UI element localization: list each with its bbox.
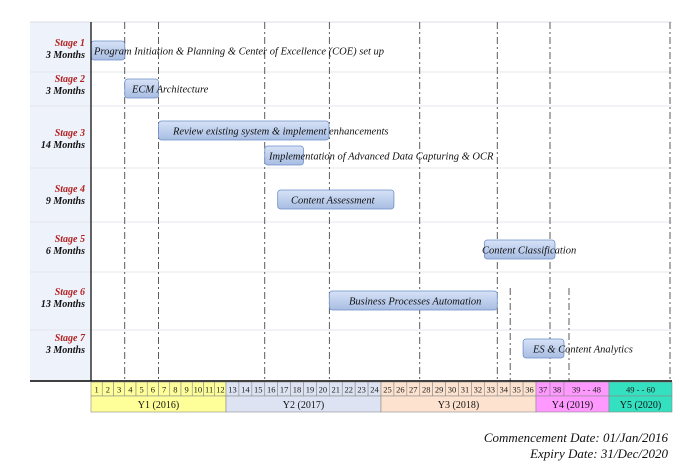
task-bars: Program Initiation & Planning & Center o…: [90, 40, 633, 359]
month-label: 35: [512, 385, 521, 395]
year-label: Y2 (2017): [283, 400, 324, 411]
month-label: 31: [461, 385, 470, 395]
task-bar: [483, 239, 556, 260]
stage-name: Stage 7: [55, 333, 86, 344]
stage-name: Stage 6: [55, 287, 85, 298]
stage-duration: 9 Months: [46, 196, 85, 207]
month-label: 22: [344, 385, 353, 395]
stage-duration: 3 Months: [45, 86, 85, 97]
task-bar: [522, 338, 565, 359]
month-label: 2: [106, 385, 110, 395]
stage-name: Stage 1: [55, 38, 85, 49]
month-label: 8: [173, 385, 177, 395]
year-cell: [608, 395, 673, 413]
stage-name: Stage 3: [55, 128, 85, 139]
month-label: 49 - - 60: [626, 385, 655, 395]
month-label: 39 - - 48: [572, 385, 601, 395]
month-label: 13: [228, 385, 237, 395]
month-label: 30: [448, 385, 457, 395]
year-label: Y3 (2018): [438, 400, 479, 411]
month-label: 6: [151, 385, 155, 395]
stage-duration: 14 Months: [41, 140, 85, 151]
month-label: 3: [117, 385, 121, 395]
month-label: 12: [216, 385, 225, 395]
month-label: 9: [185, 385, 189, 395]
month-label: 4: [128, 385, 133, 395]
month-label: 5: [140, 385, 144, 395]
month-label: 23: [357, 385, 366, 395]
month-label: 27: [409, 385, 418, 395]
task-bar: [277, 189, 395, 210]
month-label: 14: [241, 385, 250, 395]
stage-name: Stage 2: [55, 74, 85, 85]
stage-duration: 3 Months: [45, 50, 85, 61]
expiry-date: Expiry Date: 31/Dec/2020: [530, 446, 668, 461]
task-label: Content Classification: [482, 246, 576, 257]
month-label: 17: [280, 385, 289, 395]
stage-name: Stage 5: [55, 234, 85, 245]
month-label: 29: [435, 385, 444, 395]
stage-column-background: [30, 22, 91, 380]
month-label: 37: [539, 385, 548, 395]
task-label: ECM Architecture: [131, 85, 209, 96]
month-label: 33: [487, 385, 496, 395]
year-label: Y1 (2016): [138, 400, 179, 411]
month-label: 11: [205, 385, 213, 395]
year-label: Y4 (2019): [552, 400, 593, 411]
task-bar: [328, 290, 498, 311]
month-label: 20: [319, 385, 328, 395]
row-dividers: [30, 21, 672, 331]
month-label: 38: [553, 385, 562, 395]
month-label: 32: [474, 385, 483, 395]
task-bar: [158, 120, 330, 141]
month-label: 21: [332, 385, 341, 395]
task-label: Implementation of Advanced Data Capturin…: [268, 152, 494, 163]
task-bar: [264, 145, 304, 166]
task-label: Review existing system & implement enhan…: [172, 127, 388, 138]
month-label: 26: [396, 385, 405, 395]
month-label: 10: [194, 385, 203, 395]
stage-duration: 13 Months: [41, 299, 85, 310]
stage-duration: 3 Months: [45, 345, 85, 356]
task-label: ES & Content Analytics: [532, 345, 633, 356]
month-label: 1: [95, 385, 99, 395]
milestone-gridlines: [124, 22, 671, 381]
month-label: 24: [370, 385, 379, 395]
stage-name: Stage 4: [55, 184, 85, 195]
task-label: Program Initiation & Planning & Center o…: [93, 47, 384, 58]
month-label: 34: [499, 385, 508, 395]
task-bar: [124, 78, 159, 99]
month-label: 7: [162, 385, 166, 395]
task-label: Business Processes Automation: [349, 297, 481, 308]
year-scale: Y1 (2016) Y2 (2017) Y3 (2018) Y4 (2019) Y5 (…: [90, 395, 673, 413]
month-label: 16: [267, 385, 276, 395]
month-scale: 1 2 3 4 5 6 7 8 9 10 11 12 13 14 15 16 17 18 19 20 21 22 23 24 2…: [90, 381, 673, 397]
stage-duration: 6 Months: [46, 246, 85, 257]
month-label: 28: [422, 385, 431, 395]
commencement-date: Commencement Date: 01/Jan/2016: [483, 430, 668, 445]
task-label: Content Assessment: [291, 196, 376, 207]
month-label: 18: [293, 385, 302, 395]
month-label: 15: [254, 385, 263, 395]
month-label: 36: [525, 385, 534, 395]
year-label: Y5 (2020): [620, 400, 661, 411]
month-label: 25: [383, 385, 392, 395]
month-label: 19: [306, 385, 315, 395]
